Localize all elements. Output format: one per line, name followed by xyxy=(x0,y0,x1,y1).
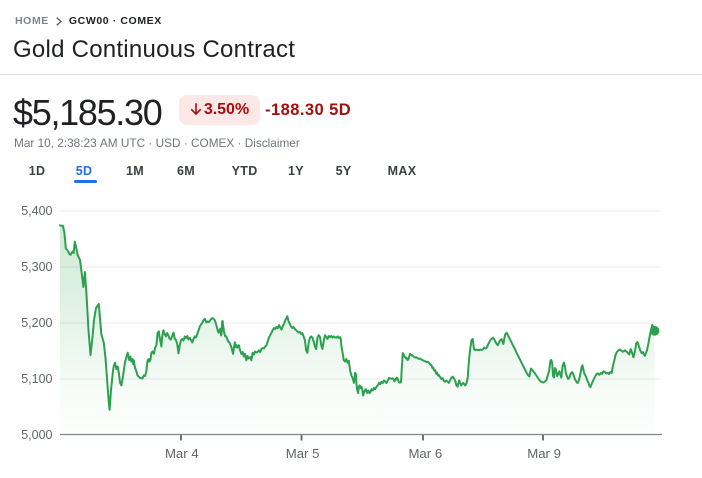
svg-text:Mar 5: Mar 5 xyxy=(286,446,320,461)
svg-text:Mar 9: Mar 9 xyxy=(527,446,561,461)
svg-text:5,300: 5,300 xyxy=(21,260,52,274)
svg-text:5,100: 5,100 xyxy=(21,372,52,386)
svg-text:Mar 4: Mar 4 xyxy=(165,446,199,461)
svg-text:5,400: 5,400 xyxy=(21,204,52,218)
svg-text:5,000: 5,000 xyxy=(21,428,52,442)
svg-text:Mar 6: Mar 6 xyxy=(408,446,442,461)
svg-text:5,200: 5,200 xyxy=(21,316,52,330)
